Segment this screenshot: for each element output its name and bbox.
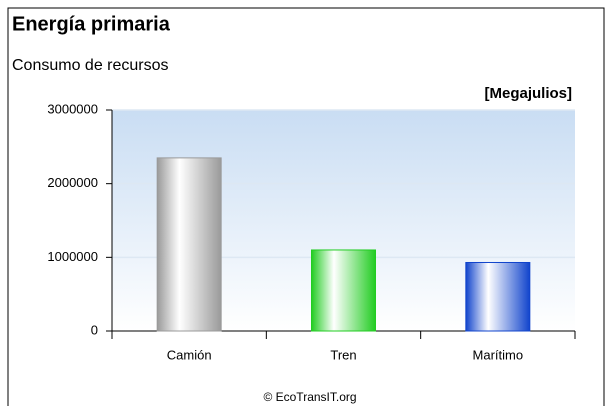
y-tick-label: 1000000: [47, 249, 98, 264]
y-tick-label: 3000000: [47, 101, 98, 116]
x-tick-label: Camión: [167, 347, 212, 362]
y-tick-label: 2000000: [47, 175, 98, 190]
chart-title: Energía primaria: [12, 13, 171, 35]
bar: [156, 157, 222, 332]
unit-label: [Megajulios]: [484, 85, 572, 102]
x-tick-label: Marítimo: [473, 347, 524, 362]
bar: [311, 249, 376, 332]
bar: [465, 261, 531, 332]
footer: © EcoTransIT.org: [263, 390, 356, 404]
chart-subtitle: Consumo de recursos: [12, 57, 169, 74]
x-tick-label: Tren: [330, 347, 356, 362]
panel-border: [7, 7, 605, 406]
y-tick-label: 0: [91, 322, 98, 337]
